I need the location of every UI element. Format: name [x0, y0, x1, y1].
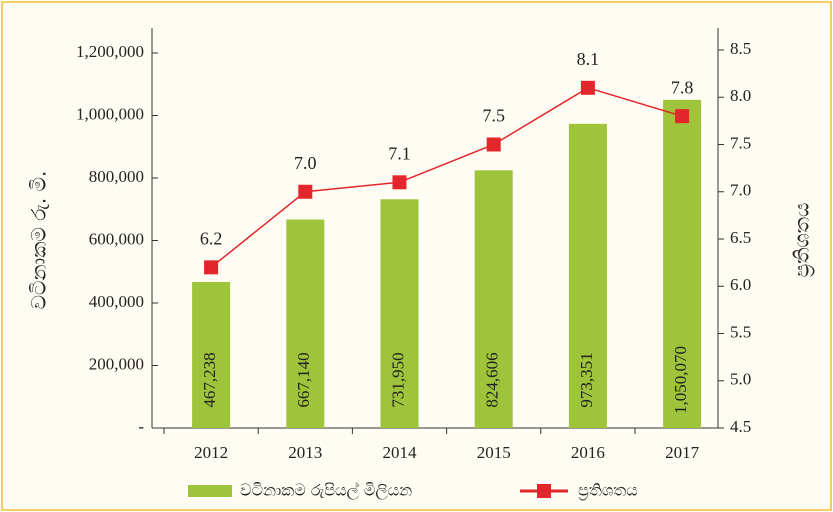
y2-axis-label: ප්‍රතිශතය — [790, 203, 816, 278]
bar — [474, 170, 513, 429]
bar-value-label: 973,351 — [577, 352, 596, 407]
bar-value-label: 731,950 — [388, 352, 407, 407]
bar-value-label: 1,050,070 — [671, 346, 690, 414]
line-value-label: 8.1 — [577, 49, 600, 69]
line-value-label: 7.8 — [671, 77, 694, 97]
y-tick-label: 200,000 — [89, 354, 144, 373]
line-value-label: 6.2 — [200, 228, 223, 248]
x-tick-label: 2014 — [383, 443, 418, 462]
legend-swatch — [537, 484, 551, 498]
y-tick-label: 1,200,000 — [76, 42, 144, 61]
marker — [486, 137, 501, 152]
y2-tick-label: 6.5 — [730, 228, 751, 247]
marker — [392, 175, 407, 190]
legend-label: ප්‍රතිශතය — [578, 481, 638, 501]
bar-value-label: 824,606 — [483, 352, 502, 407]
x-tick-label: 2015 — [477, 443, 511, 462]
legend-swatch — [188, 485, 232, 497]
bar-value-label: 467,238 — [200, 352, 219, 407]
x-tick-label: 2013 — [288, 443, 322, 462]
y-tick-label: 600,000 — [89, 229, 144, 248]
bar-value-label: 667,140 — [294, 352, 313, 407]
line-value-label: 7.1 — [388, 143, 411, 163]
bar — [380, 199, 419, 428]
marker — [204, 260, 219, 275]
x-tick-label: 2016 — [571, 443, 605, 462]
line — [210, 86, 683, 268]
y-tick-label: - — [138, 417, 144, 436]
marker — [298, 184, 313, 199]
y-axis-label: වටිනාකම රු. මි. — [27, 171, 51, 310]
y-tick-label: 1,000,000 — [76, 104, 144, 123]
x-tick-label: 2012 — [194, 443, 228, 462]
y2-tick-label: 7.0 — [730, 181, 751, 200]
x-tick-label: 2017 — [665, 443, 700, 462]
bar — [286, 219, 325, 428]
y-tick-label: 800,000 — [89, 167, 144, 186]
marker — [580, 80, 595, 95]
bar — [568, 123, 607, 428]
y2-tick-label: 7.5 — [730, 133, 751, 152]
line-value-label: 7.5 — [482, 106, 505, 126]
y2-tick-label: 5.0 — [730, 370, 751, 389]
line-value-label: 7.0 — [294, 153, 317, 173]
y2-tick-label: 4.5 — [730, 417, 751, 436]
legend-label: වටිනාකම රුපියල් මිලියන — [240, 481, 412, 501]
y2-tick-label: 6.0 — [730, 275, 751, 294]
y2-tick-label: 8.5 — [730, 39, 751, 58]
marker — [675, 109, 690, 124]
y2-tick-label: 8.0 — [730, 86, 751, 105]
bar — [192, 281, 231, 428]
bar — [663, 99, 702, 429]
y-tick-label: 400,000 — [89, 292, 144, 311]
y2-tick-label: 5.5 — [730, 322, 751, 341]
